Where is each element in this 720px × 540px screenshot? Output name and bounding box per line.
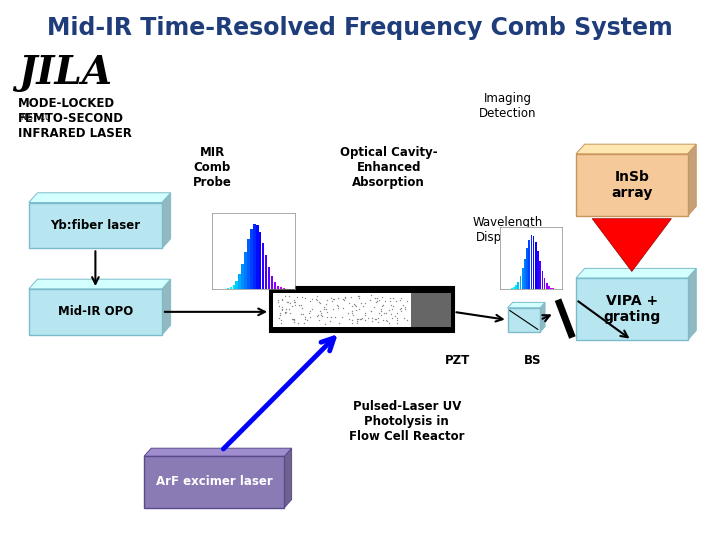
Bar (262, 243, 264, 289)
Bar (244, 252, 247, 289)
Text: Optical Cavity-
Enhanced
Absorption: Optical Cavity- Enhanced Absorption (340, 146, 438, 189)
Text: MODE-LOCKED
FEMTO-SECOND
INFRARED LASER: MODE-LOCKED FEMTO-SECOND INFRARED LASER (18, 97, 132, 140)
Bar (520, 276, 521, 289)
Bar (511, 288, 513, 289)
Bar (256, 225, 258, 289)
Bar (533, 236, 534, 289)
FancyBboxPatch shape (508, 308, 540, 332)
Text: Pulsed-Laser UV
Photolysis in
Flow Cell Reactor: Pulsed-Laser UV Photolysis in Flow Cell … (349, 400, 464, 443)
Bar (537, 251, 539, 289)
FancyBboxPatch shape (576, 154, 688, 216)
Bar (539, 261, 541, 289)
Polygon shape (144, 448, 292, 456)
Bar (283, 288, 285, 289)
FancyBboxPatch shape (144, 456, 284, 508)
Bar (230, 287, 232, 289)
Polygon shape (162, 193, 171, 248)
Text: VIPA +
grating: VIPA + grating (603, 294, 660, 324)
Polygon shape (29, 193, 171, 202)
Text: Imaging
Detection: Imaging Detection (479, 92, 536, 120)
Bar (259, 232, 261, 289)
Bar (253, 224, 256, 289)
Bar (516, 286, 517, 289)
Bar (550, 288, 552, 289)
Bar (526, 248, 528, 289)
Bar (238, 274, 240, 289)
Bar (541, 271, 543, 289)
Text: ArF excimer laser: ArF excimer laser (156, 475, 273, 489)
Bar (271, 276, 274, 289)
Bar (268, 267, 270, 289)
Bar (518, 282, 519, 289)
Bar (233, 285, 235, 289)
Bar (227, 288, 229, 289)
Bar (531, 235, 532, 289)
Bar (513, 287, 515, 289)
Bar (546, 283, 548, 289)
Bar (274, 282, 276, 289)
Text: Wavelength
Dispersion: Wavelength Dispersion (472, 216, 543, 244)
FancyBboxPatch shape (270, 287, 454, 332)
Bar (528, 240, 530, 289)
Polygon shape (688, 144, 696, 216)
Bar (535, 242, 536, 289)
Bar (277, 286, 279, 289)
Polygon shape (688, 268, 696, 340)
Polygon shape (284, 448, 292, 508)
Polygon shape (576, 144, 696, 154)
Text: Yb:fiber laser: Yb:fiber laser (50, 219, 140, 232)
FancyBboxPatch shape (29, 202, 162, 248)
FancyBboxPatch shape (273, 293, 410, 327)
Bar (251, 229, 253, 289)
Bar (247, 239, 250, 289)
Polygon shape (593, 219, 672, 272)
Bar (522, 268, 523, 289)
Bar (265, 255, 267, 289)
Bar (241, 264, 244, 289)
Text: BS: BS (524, 354, 541, 367)
Polygon shape (29, 279, 171, 289)
Text: NIST·CU: NIST·CU (20, 113, 50, 123)
Text: InSb
array: InSb array (611, 170, 652, 200)
FancyBboxPatch shape (29, 289, 162, 335)
Bar (280, 287, 282, 289)
Polygon shape (508, 302, 545, 308)
Bar (235, 281, 238, 289)
FancyBboxPatch shape (576, 278, 688, 340)
Bar (544, 278, 546, 289)
Bar (548, 286, 550, 289)
Text: MIR
Comb
Probe: MIR Comb Probe (193, 146, 232, 189)
FancyBboxPatch shape (410, 293, 451, 327)
Bar (524, 259, 526, 289)
Text: Mid-IR OPO: Mid-IR OPO (58, 305, 133, 319)
Polygon shape (576, 268, 696, 278)
Text: Mid-IR Time-Resolved Frequency Comb System: Mid-IR Time-Resolved Frequency Comb Syst… (47, 16, 673, 40)
Polygon shape (162, 279, 171, 335)
Text: JILA: JILA (18, 54, 112, 92)
Text: PZT: PZT (444, 354, 470, 367)
Polygon shape (540, 302, 545, 332)
